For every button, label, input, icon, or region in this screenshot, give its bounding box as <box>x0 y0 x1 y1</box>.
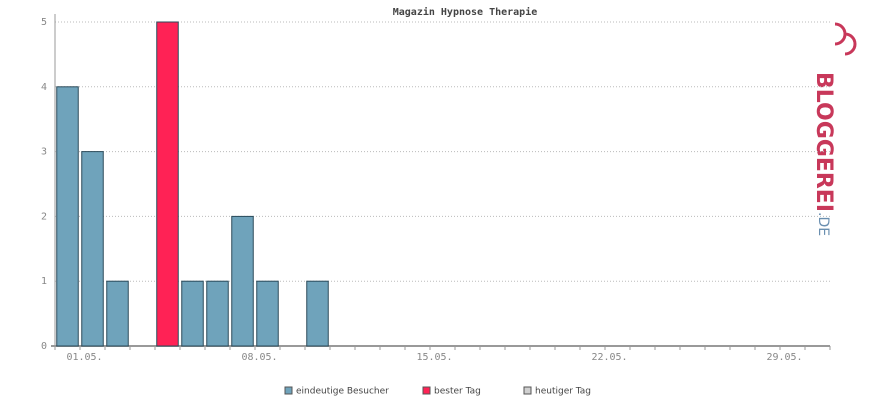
legend-swatch <box>284 386 293 395</box>
logo: BLOGGEREI.DE <box>811 22 857 236</box>
bar <box>156 21 179 347</box>
legend-label: heutiger Tag <box>535 387 591 397</box>
y-tick-label: 0 <box>41 341 47 352</box>
x-tick-label: 15.05. <box>416 352 452 363</box>
logo-icon <box>834 22 857 56</box>
legend-label: eindeutige Besucher <box>296 387 389 397</box>
bar <box>206 280 229 347</box>
x-tick-label: 08.05. <box>241 352 277 363</box>
y-tick-label: 2 <box>41 211 47 222</box>
x-tick-label: 22.05. <box>591 352 627 363</box>
logo-text: BLOGGEREI.DE <box>811 72 836 236</box>
y-tick-label: 3 <box>41 147 47 158</box>
bar <box>106 280 129 347</box>
bar <box>306 280 329 347</box>
x-tick-label: 29.05. <box>766 352 802 363</box>
y-tick-label: 1 <box>41 276 47 287</box>
y-tick-label: 4 <box>41 82 47 93</box>
bar <box>81 151 104 347</box>
logo-main: BLOGGEREI <box>811 72 836 212</box>
logo-suffix: .DE <box>815 212 831 236</box>
bar <box>181 280 204 347</box>
x-tick-label: 01.05. <box>66 352 102 363</box>
bar <box>256 280 279 347</box>
legend-label: bester Tag <box>434 387 481 397</box>
bar <box>56 86 79 347</box>
bar <box>231 215 254 347</box>
legend-swatch <box>422 386 431 395</box>
chart-title: Magazin Hypnose Therapie <box>393 6 538 18</box>
y-tick-label: 5 <box>41 17 47 28</box>
legend-swatch <box>523 386 532 395</box>
